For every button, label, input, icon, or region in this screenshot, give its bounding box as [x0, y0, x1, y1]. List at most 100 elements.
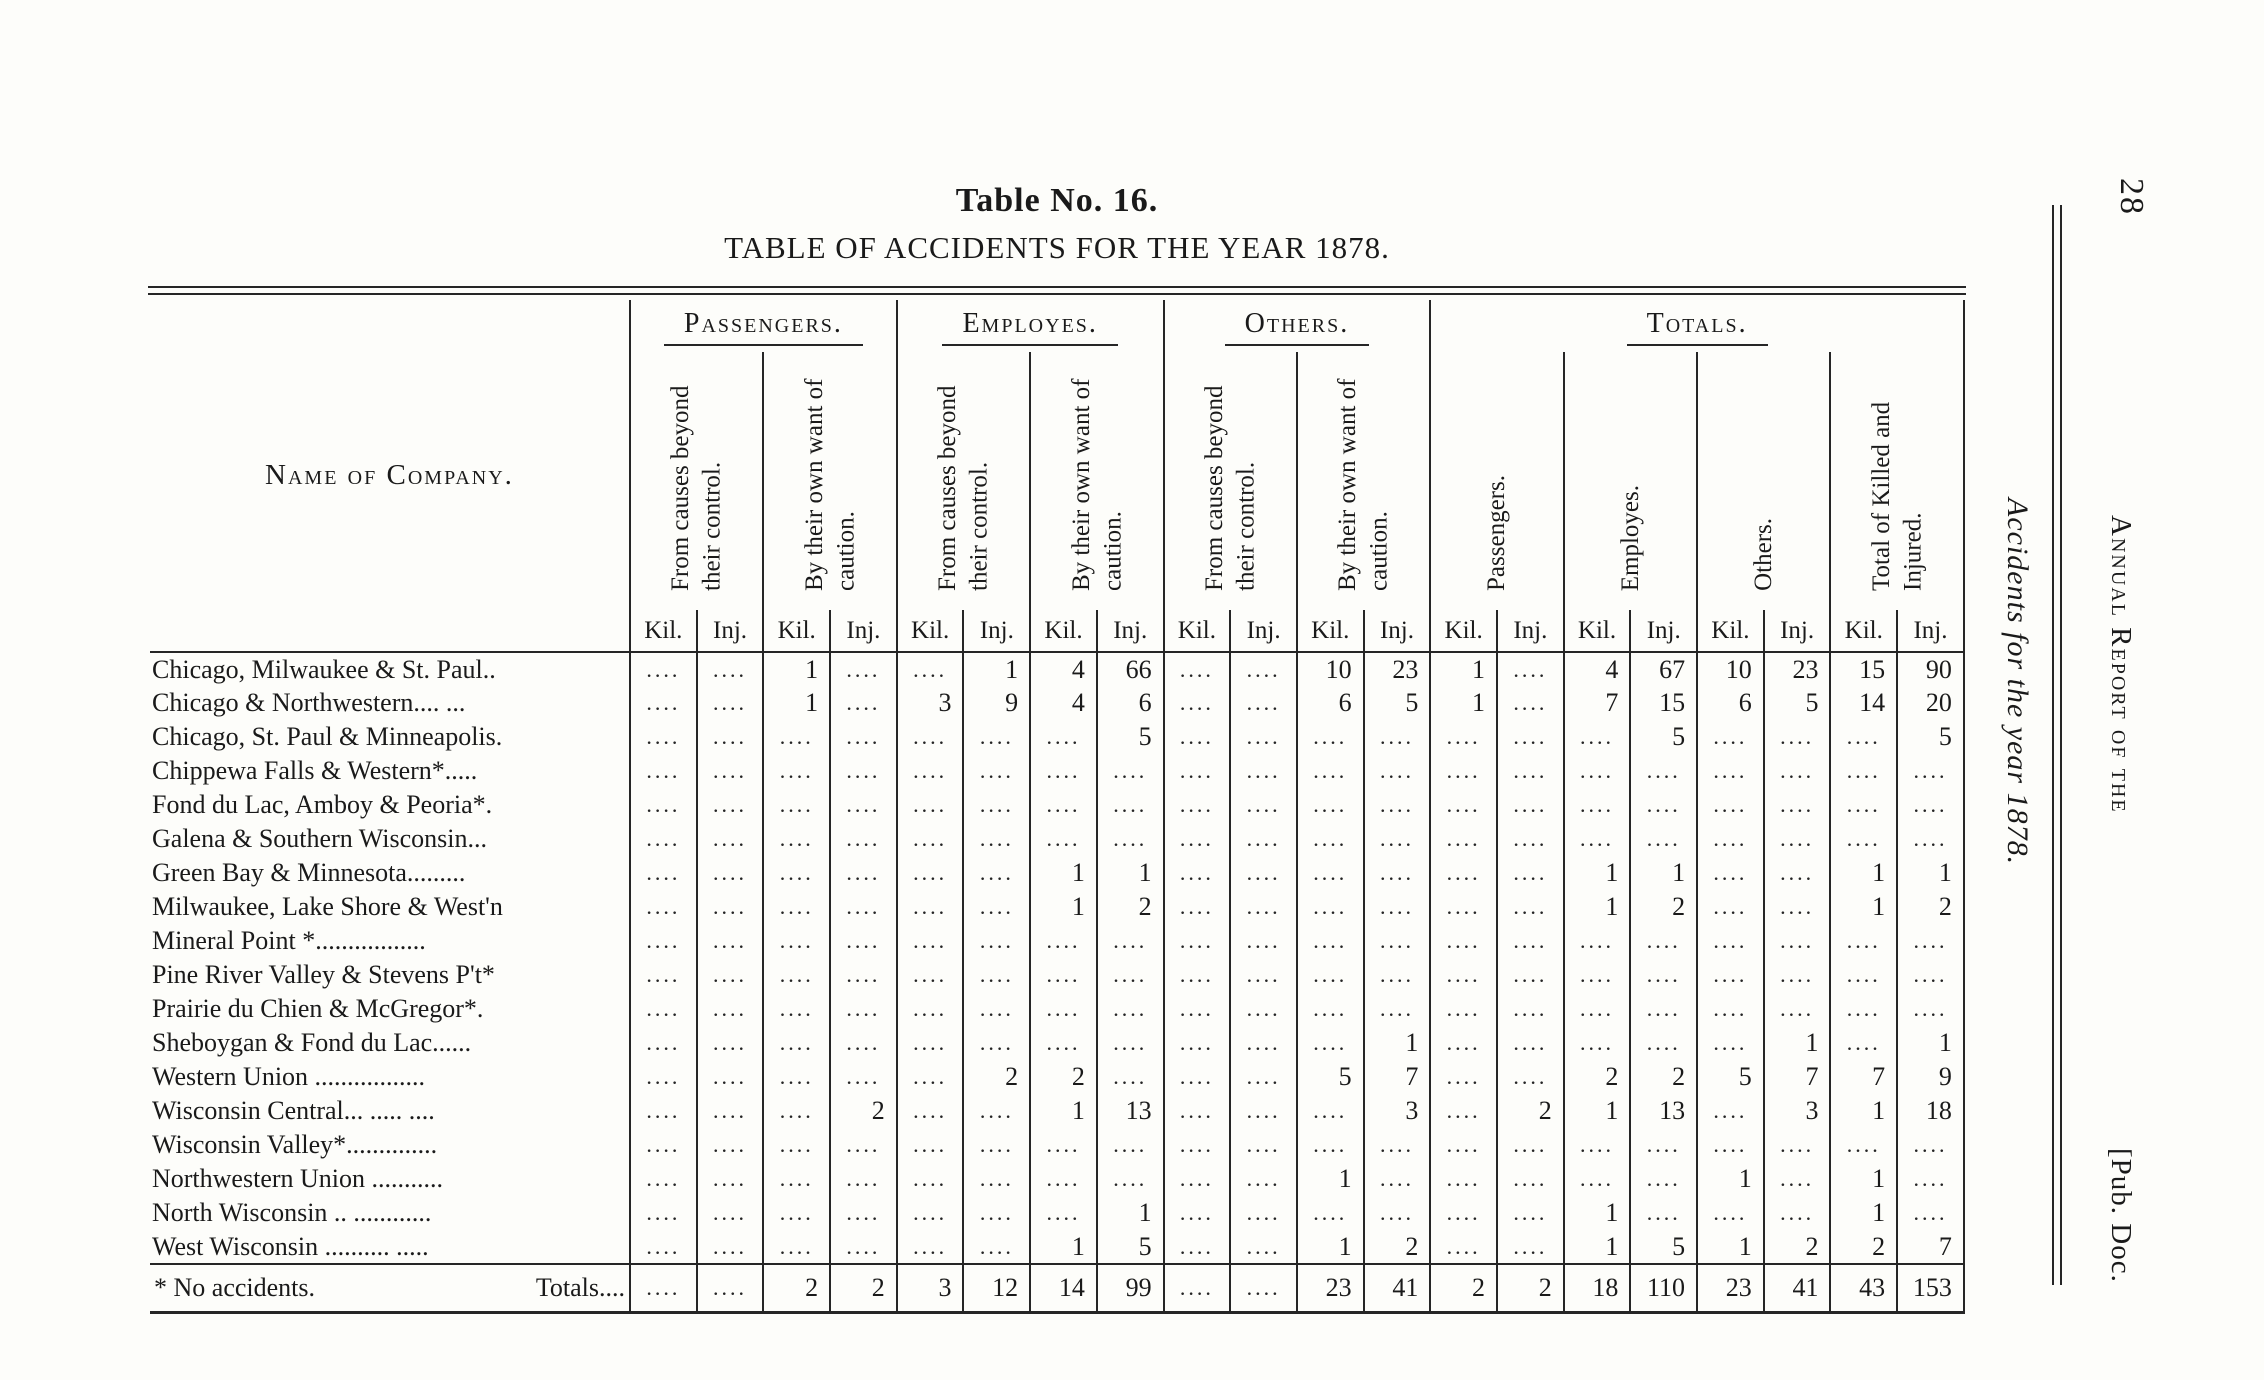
- value-cell: 3: [895, 686, 964, 720]
- rotated-subheader-label: From causes beyond their control.: [934, 385, 993, 591]
- value-cell: ....: [1229, 754, 1297, 788]
- value-cell: 4: [1029, 652, 1097, 686]
- table-row: Wisconsin Valley*.......................…: [150, 1128, 1964, 1162]
- value-cell: ....: [762, 1230, 831, 1264]
- value-cell: ....: [1362, 822, 1431, 856]
- group-header: Others.: [1162, 300, 1431, 352]
- value-cell: ....: [1896, 1162, 1964, 1196]
- value-cell: ....: [762, 924, 831, 958]
- value-cell: ....: [1562, 924, 1631, 958]
- value-cell: ....: [1095, 1128, 1164, 1162]
- value-cell: ....: [1095, 1162, 1164, 1196]
- value-cell: ....: [1229, 1026, 1297, 1060]
- value-cell: ....: [695, 720, 764, 754]
- value-cell: ....: [895, 788, 964, 822]
- value-cell: ....: [1896, 924, 1964, 958]
- value-cell: ....: [829, 1196, 897, 1230]
- value-cell: ....: [895, 958, 964, 992]
- value-cell: ....: [1762, 992, 1831, 1026]
- value-cell: ....: [629, 788, 697, 822]
- value-cell: ....: [1162, 822, 1231, 856]
- company-name: Mineral Point *.................: [152, 926, 426, 955]
- value-cell: ....: [1496, 1128, 1564, 1162]
- value-cell: 4: [1029, 686, 1097, 720]
- value-cell: ....: [1162, 1196, 1231, 1230]
- table-row: Milwaukee, Lake Shore & West'n..........…: [150, 890, 1964, 924]
- value-cell: 1: [1029, 890, 1097, 924]
- value-cell: ....: [962, 992, 1031, 1026]
- value-cell: 2: [1762, 1230, 1831, 1264]
- value-cell: ....: [1429, 890, 1497, 924]
- value-cell: ....: [895, 924, 964, 958]
- value-cell: ....: [1295, 1196, 1364, 1230]
- rotated-subheader-label: Employes.: [1616, 484, 1644, 591]
- value-cell: ....: [1362, 992, 1431, 1026]
- value-cell: 2: [829, 1263, 897, 1312]
- value-cell: ....: [829, 992, 897, 1026]
- value-cell: ....: [1829, 1128, 1898, 1162]
- value-cell: ....: [1629, 788, 1698, 822]
- value-cell: ....: [695, 924, 764, 958]
- table-row: North Wisconsin .. .....................…: [150, 1196, 1964, 1230]
- value-cell: ....: [1696, 1094, 1764, 1128]
- value-cell: ....: [895, 1230, 964, 1264]
- value-cell: ....: [895, 652, 964, 686]
- margin-running-title: Accidents for the year 1878.: [2001, 498, 2034, 866]
- company-name: North Wisconsin .. ............: [152, 1198, 432, 1227]
- value-cell: ....: [962, 754, 1031, 788]
- value-cell: ....: [1496, 652, 1564, 686]
- value-cell: 2: [1829, 1230, 1898, 1264]
- value-cell: 1: [1029, 1094, 1097, 1128]
- totals-row: * No accidents. Totals............ 2 2 3 12 14…: [150, 1263, 1964, 1312]
- value-cell: ....: [1896, 788, 1964, 822]
- value-cell: ....: [629, 992, 697, 1026]
- value-cell: ....: [1896, 822, 1964, 856]
- value-cell: ....: [1295, 890, 1364, 924]
- value-cell: ....: [1162, 788, 1231, 822]
- value-cell: ....: [629, 1263, 697, 1312]
- value-cell: ....: [1896, 754, 1964, 788]
- value-cell: ....: [1429, 958, 1497, 992]
- value-cell: ....: [1229, 1162, 1297, 1196]
- value-cell: ....: [895, 1128, 964, 1162]
- value-cell: ....: [829, 856, 897, 890]
- value-cell: ....: [1229, 1094, 1297, 1128]
- value-cell: 9: [962, 686, 1031, 720]
- header-kilinj-row: Kil. Inj. Kil. Inj. Kil. Inj. Kil. Inj. Kil. Inj.…: [150, 610, 1964, 653]
- value-cell: ....: [695, 686, 764, 720]
- injured-column-header: Inj.: [1896, 610, 1964, 653]
- value-cell: ....: [1562, 1128, 1631, 1162]
- value-cell: ....: [762, 958, 831, 992]
- value-cell: ....: [1162, 992, 1231, 1026]
- company-name: Fond du Lac, Amboy & Peoria*.: [152, 790, 493, 819]
- killed-column-header: Kil.: [1562, 610, 1631, 653]
- value-cell: ....: [695, 1094, 764, 1128]
- value-cell: ....: [962, 1196, 1031, 1230]
- value-cell: ....: [1829, 958, 1898, 992]
- table-row: Fond du Lac, Amboy & Peoria*............…: [150, 788, 1964, 822]
- value-cell: ....: [1496, 1026, 1564, 1060]
- value-cell: ....: [695, 1196, 764, 1230]
- company-name: Chicago, Milwaukee & St. Paul..: [152, 654, 496, 684]
- rotated-subheader: From causes beyond their control.: [1162, 352, 1297, 610]
- value-cell: 2: [1562, 1060, 1631, 1094]
- value-cell: ....: [1829, 992, 1898, 1026]
- value-cell: 7: [1896, 1230, 1964, 1264]
- group-header: Passengers.: [629, 300, 897, 352]
- value-cell: 5: [1629, 1230, 1698, 1264]
- rotated-subheader: From causes beyond their control.: [895, 352, 1031, 610]
- value-cell: ....: [1696, 788, 1764, 822]
- table-header: Name of Company. Passengers. Employes. Othe…: [150, 300, 1964, 653]
- value-cell: ....: [962, 1094, 1031, 1128]
- value-cell: ....: [1696, 1026, 1764, 1060]
- value-cell: 1: [1562, 1094, 1631, 1128]
- value-cell: ....: [1162, 924, 1231, 958]
- value-cell: ....: [1629, 754, 1698, 788]
- injured-column-header: Inj.: [695, 610, 764, 653]
- value-cell: ....: [1496, 856, 1564, 890]
- value-cell: ....: [1629, 958, 1698, 992]
- value-cell: ....: [1295, 1026, 1364, 1060]
- value-cell: ....: [629, 1060, 697, 1094]
- value-cell: ....: [762, 1026, 831, 1060]
